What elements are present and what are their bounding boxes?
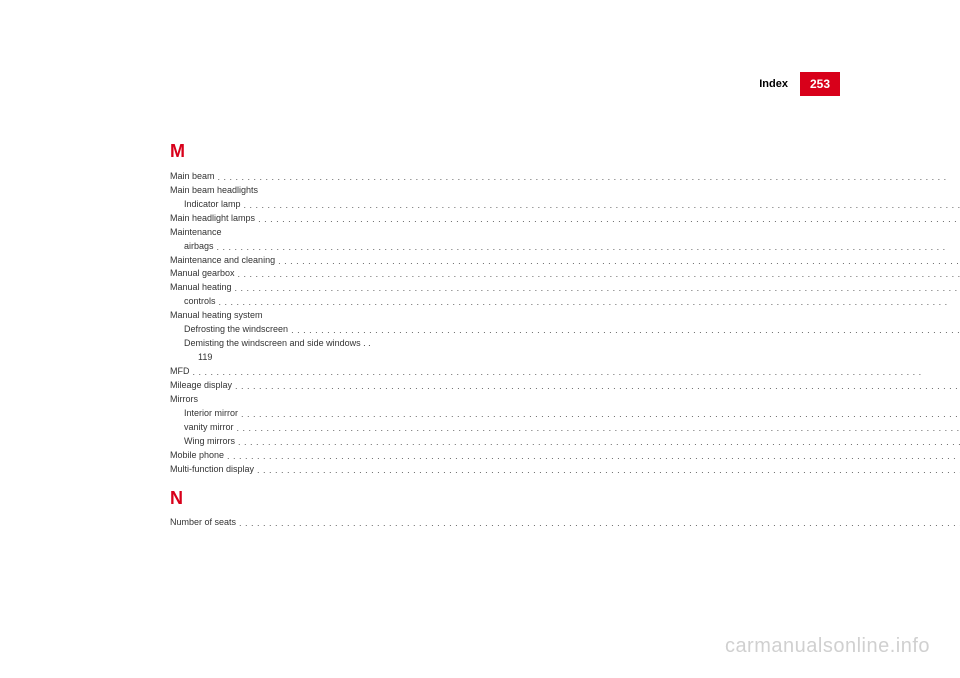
index-entry: Maintenance [170, 226, 960, 240]
dot-leader [237, 422, 960, 435]
entry-label: MFD [170, 365, 190, 379]
section-letter: N [170, 485, 960, 513]
dot-leader [219, 296, 960, 309]
index-entry: Mobile phone174 [170, 449, 960, 463]
dot-leader [193, 366, 960, 379]
entry-label: Maintenance [170, 227, 222, 237]
entry-label: Mileage display [170, 379, 232, 393]
index-column: M Main beam89, 94Main beam headlights Indi… [170, 130, 960, 618]
entry-label: Number of seats [170, 516, 236, 530]
dot-leader [244, 199, 960, 212]
header-title: Index [759, 78, 788, 90]
section-letter: M [170, 138, 960, 166]
dot-leader [278, 255, 960, 268]
entry-label: vanity mirror [184, 421, 234, 435]
entry-label: Interior mirror [184, 407, 238, 421]
page-header: Index 253 [759, 72, 840, 96]
index-entry: Wing mirrors101 [170, 435, 960, 449]
dot-leader [238, 268, 960, 281]
entry-label: Manual heating system [170, 310, 263, 320]
index-entry: Maintenance and cleaning164 [170, 254, 960, 268]
index-entry: Manual gearbox134 [170, 267, 960, 281]
entry-label: airbags [184, 240, 214, 254]
dot-leader [227, 450, 960, 463]
entry-label: 119 [198, 352, 212, 362]
dot-leader [238, 436, 960, 449]
index-entry: Multi-function display53 [170, 463, 960, 477]
entry-label: Main headlight lamps [170, 212, 255, 226]
index-entry: Manual heating system [170, 309, 960, 323]
page-number: 253 [800, 72, 840, 96]
index-entry: Mileage display56 [170, 379, 960, 393]
entry-label: Maintenance and cleaning [170, 254, 275, 268]
dot-leader [235, 380, 960, 393]
entry-label: Mirrors [170, 394, 198, 404]
index-entry: Demisting the windscreen and side window… [170, 337, 960, 351]
dot-leader [239, 517, 960, 530]
dot-leader [241, 408, 960, 421]
entry-label: Defrosting the windscreen [184, 323, 288, 337]
watermark: carmanualsonline.info [725, 635, 930, 658]
dot-leader [258, 213, 960, 226]
entry-label: controls [184, 295, 216, 309]
index-entry: airbags28 [170, 240, 960, 254]
index-entry: Mirrors [170, 393, 960, 407]
entry-label: Manual heating [170, 281, 232, 295]
index-entry: controls118 [170, 295, 960, 309]
index-entry: Main beam headlights [170, 184, 960, 198]
index-content: MMain beam89, 94Main beam headlightsIndi… [170, 130, 840, 618]
entry-label: Multi-function display [170, 463, 254, 477]
index-entry: Number of seats16 [170, 516, 960, 530]
entry-label: Mobile phone [170, 449, 224, 463]
entry-label: Indicator lamp [184, 198, 241, 212]
dot-leader [291, 324, 960, 337]
index-entry: Interior mirror100 [170, 407, 960, 421]
entry-label: Main beam [170, 170, 215, 184]
dot-leader [235, 282, 960, 295]
dot-leader [217, 241, 960, 254]
index-entry: MFD53 [170, 365, 960, 379]
index-entry: Main beam89, 94 [170, 170, 960, 184]
index-entry: Manual heating119 [170, 281, 960, 295]
entry-label: Manual gearbox [170, 267, 235, 281]
index-entry: vanity mirror96 [170, 421, 960, 435]
index-entry: Defrosting the windscreen119 [170, 323, 960, 337]
dot-leader [218, 171, 960, 184]
entry-label: Wing mirrors [184, 435, 235, 449]
index-entry: Main headlight lamps219, 221 [170, 212, 960, 226]
entry-label: Main beam headlights [170, 185, 258, 195]
index-entry: 119 [170, 351, 960, 365]
index-entry: Indicator lamp65 [170, 198, 960, 212]
entry-label: Demisting the windscreen and side window… [184, 338, 371, 348]
dot-leader [257, 464, 960, 477]
